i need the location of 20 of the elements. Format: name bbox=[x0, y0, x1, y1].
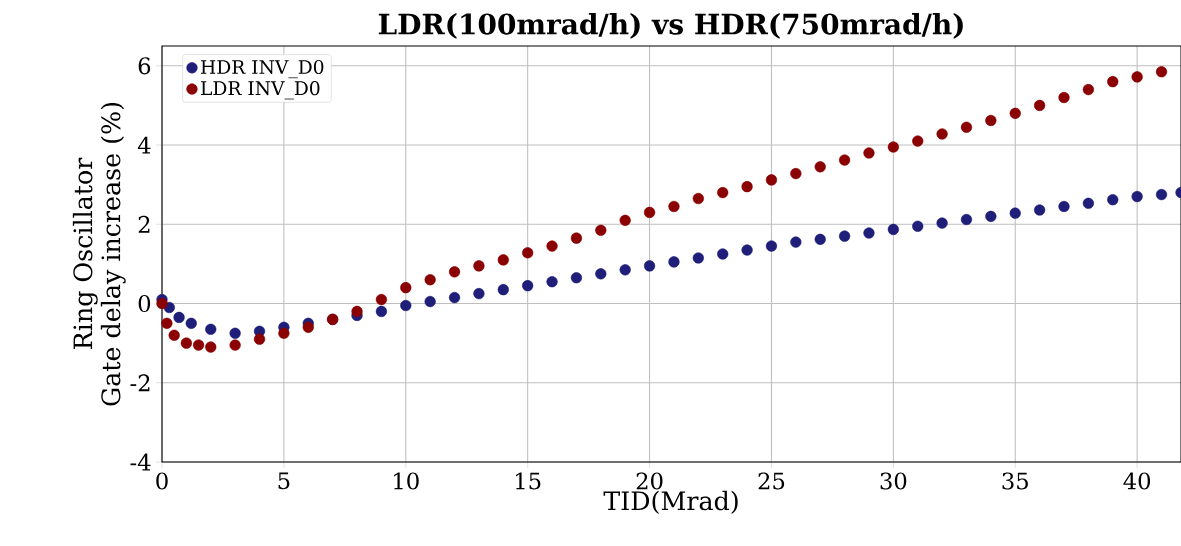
x-axis-title: TID(Mrad) bbox=[603, 490, 738, 514]
x-tick-label: 5 bbox=[278, 472, 290, 490]
y-tick-label: 4 bbox=[137, 136, 151, 154]
x-tick-label: 0 bbox=[156, 472, 168, 490]
legend-label: HDR INV_D0 bbox=[201, 59, 324, 79]
x-tick-label: 35 bbox=[1002, 472, 1028, 490]
x-tick-label: 40 bbox=[1123, 472, 1151, 490]
x-tick-label: 15 bbox=[516, 472, 541, 490]
y-tick-label: 2 bbox=[138, 215, 150, 233]
y-tick-label: -2 bbox=[130, 374, 150, 392]
x-tick-label: 10 bbox=[394, 472, 419, 490]
x-tick-label: 20 bbox=[636, 472, 663, 490]
y-tick-label: 0 bbox=[138, 294, 151, 313]
chart-title: LDR(100mrad/h) vs HDR(750mrad/h) bbox=[378, 13, 963, 39]
x-tick-label: 30 bbox=[880, 472, 907, 490]
y-axis-title: Ring Oscillator Gate delay increase (%) bbox=[72, 103, 126, 406]
y-tick-label: -4 bbox=[130, 453, 151, 471]
x-tick-label: 25 bbox=[758, 472, 785, 490]
legend-label: LDR INV_D0 bbox=[201, 81, 320, 100]
y-tick-label: 6 bbox=[138, 57, 151, 75]
